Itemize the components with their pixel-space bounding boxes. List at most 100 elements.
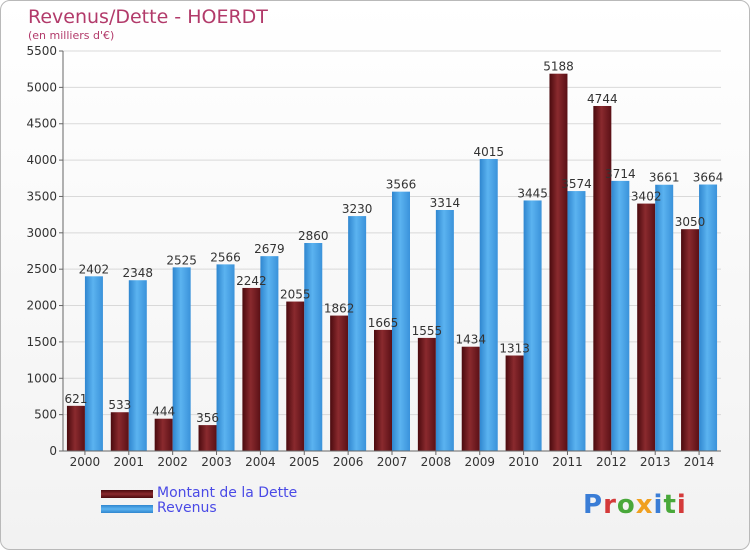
- y-tick-label: 4000: [26, 153, 57, 167]
- bar-revenue: [216, 264, 235, 451]
- bar-revenue: [435, 209, 454, 451]
- x-tick-label: 2003: [201, 455, 232, 469]
- x-tick-label: 2008: [421, 455, 452, 469]
- x-tick-label: 2011: [552, 455, 583, 469]
- y-tick-label: 2000: [26, 299, 57, 313]
- bar-revenue: [479, 159, 498, 451]
- data-label-debt: 621: [64, 392, 87, 406]
- data-label-debt: 444: [152, 405, 175, 419]
- bar-debt: [110, 412, 129, 451]
- data-label-debt: 533: [108, 398, 131, 412]
- bar-debt: [330, 315, 349, 451]
- data-label-revenue: 3314: [430, 196, 461, 210]
- y-tick-label: 1500: [26, 335, 57, 349]
- data-label-revenue: 3574: [561, 177, 592, 191]
- x-tick-label: 2005: [289, 455, 320, 469]
- x-tick-label: 2012: [596, 455, 627, 469]
- data-label-debt: 3050: [675, 215, 706, 229]
- data-label-revenue: 3664: [693, 171, 724, 185]
- data-label-revenue: 2348: [123, 266, 154, 280]
- x-tick-label: 2002: [157, 455, 188, 469]
- data-label-revenue: 3661: [649, 171, 680, 185]
- bar-revenue: [304, 243, 323, 451]
- x-tick-label: 2001: [114, 455, 145, 469]
- data-label-debt: 2055: [280, 288, 311, 302]
- data-label-debt: 356: [196, 411, 219, 425]
- y-tick-label: 2500: [26, 262, 57, 276]
- bar-revenue: [611, 180, 630, 451]
- logo-letter: r: [603, 490, 617, 520]
- chart-subtitle: (en milliers d'€): [28, 29, 115, 42]
- bar-revenue: [392, 191, 410, 451]
- y-tick-label: 5500: [26, 44, 57, 58]
- data-label-revenue: 4015: [473, 145, 504, 159]
- bar-revenue: [260, 256, 279, 451]
- x-tick-label: 2000: [70, 455, 101, 469]
- data-label-debt: 1665: [368, 316, 399, 330]
- bar-debt: [417, 337, 436, 451]
- chart-title: Revenus/Dette - HOERDT: [28, 6, 268, 28]
- legend-label-revenue: Revenus: [157, 500, 217, 516]
- y-tick-label: 1000: [26, 371, 57, 385]
- y-tick-label: 0: [49, 444, 57, 458]
- data-label-revenue: 3445: [517, 186, 548, 200]
- bar-debt: [198, 425, 217, 451]
- data-label-revenue: 2679: [254, 242, 285, 256]
- bar-debt: [154, 418, 173, 451]
- data-label-debt: 1555: [412, 324, 443, 338]
- x-tick-label: 2004: [245, 455, 276, 469]
- data-label-revenue: 2566: [210, 250, 241, 264]
- legend-swatch-revenue: [101, 505, 153, 513]
- bar-revenue: [348, 216, 367, 451]
- bar-revenue: [567, 191, 586, 451]
- x-tick-label: 2014: [684, 455, 715, 469]
- data-label-revenue: 3230: [342, 202, 373, 216]
- bar-debt: [374, 329, 392, 451]
- logo-letter: x: [635, 490, 654, 520]
- bar-debt: [681, 229, 700, 451]
- x-tick-label: 2010: [508, 455, 539, 469]
- x-tick-label: 2006: [333, 455, 364, 469]
- data-label-debt: 1862: [324, 302, 355, 316]
- bar-debt: [637, 203, 656, 451]
- logo-letter: i: [653, 490, 664, 520]
- data-label-debt: 5188: [543, 60, 574, 74]
- data-label-debt: 3402: [631, 190, 662, 204]
- x-tick-label: 2007: [377, 455, 408, 469]
- x-tick-label: 2013: [640, 455, 671, 469]
- data-label-revenue: 2402: [79, 262, 110, 276]
- y-tick-label: 4500: [26, 117, 57, 131]
- y-tick-label: 3500: [26, 189, 57, 203]
- data-label-debt: 1313: [499, 342, 530, 356]
- proxiti-logo: Proxiti: [583, 490, 687, 520]
- bar-debt: [242, 287, 261, 451]
- logo-letter: o: [616, 490, 636, 520]
- data-label-revenue: 3714: [605, 167, 636, 181]
- bar-debt: [66, 405, 85, 451]
- legend-swatch-debt: [101, 490, 153, 498]
- data-label-revenue: 2525: [166, 253, 197, 267]
- data-label-revenue: 3566: [386, 178, 417, 192]
- y-tick-label: 500: [34, 408, 57, 422]
- bar-debt: [505, 355, 524, 451]
- bar-debt: [549, 73, 568, 451]
- y-tick-label: 5000: [26, 80, 57, 94]
- y-tick-label: 3000: [26, 226, 57, 240]
- bar-debt: [593, 105, 612, 452]
- data-label-revenue: 2860: [298, 229, 329, 243]
- legend-label-debt: Montant de la Dette: [157, 485, 298, 501]
- data-label-debt: 4744: [587, 92, 618, 106]
- bar-debt: [286, 301, 305, 451]
- x-tick-label: 2009: [464, 455, 495, 469]
- logo-letter: i: [676, 490, 687, 520]
- data-label-debt: 2242: [236, 274, 267, 288]
- bar-revenue: [172, 267, 191, 451]
- logo-letter: P: [583, 490, 604, 520]
- bar-revenue: [84, 276, 103, 451]
- bar-revenue: [699, 184, 718, 451]
- bar-revenue: [128, 280, 147, 451]
- data-label-debt: 1434: [455, 333, 486, 347]
- bar-revenue: [523, 200, 542, 451]
